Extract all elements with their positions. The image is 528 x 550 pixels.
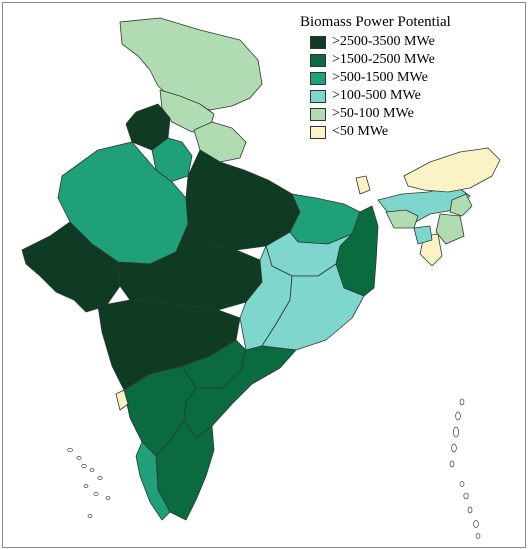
island-andaman-2 bbox=[455, 411, 461, 421]
island-lakshadweep-6 bbox=[83, 484, 89, 488]
legend-swatch bbox=[310, 35, 326, 49]
region-sikkim bbox=[355, 175, 371, 195]
region-manipur bbox=[435, 213, 465, 245]
legend-label: >500-1500 MWe bbox=[332, 70, 428, 85]
island-andaman-3 bbox=[453, 426, 459, 438]
legend-label: >100-500 MWe bbox=[332, 88, 421, 103]
legend-swatch bbox=[310, 89, 326, 103]
region-uttar-pradesh bbox=[185, 149, 301, 251]
island-lakshadweep-4 bbox=[89, 468, 95, 472]
legend-item: >2500-3500 MWe bbox=[310, 33, 486, 51]
region-arunachal-pradesh bbox=[403, 147, 501, 193]
island-lakshadweep-8 bbox=[105, 496, 111, 500]
island-lakshadweep-7 bbox=[93, 492, 99, 496]
legend-label: <50 MWe bbox=[332, 124, 389, 139]
region-kerala bbox=[135, 441, 171, 521]
map-legend: Biomass Power Potential >2500-3500 MWe >… bbox=[296, 14, 486, 141]
island-nicobar-4 bbox=[473, 520, 479, 528]
island-lakshadweep-9 bbox=[87, 514, 93, 518]
legend-swatch bbox=[310, 53, 326, 67]
legend-label: >2500-3500 MWe bbox=[332, 34, 435, 49]
legend-swatch bbox=[310, 125, 326, 139]
region-jammu-kashmir bbox=[119, 17, 263, 111]
legend-label: >50-100 MWe bbox=[332, 106, 414, 121]
legend-item: >1500-2500 MWe bbox=[310, 51, 486, 69]
island-andaman-1 bbox=[459, 398, 465, 406]
region-odisha bbox=[261, 263, 365, 351]
island-lakshadweep-3 bbox=[81, 464, 87, 468]
island-nicobar-3 bbox=[467, 506, 473, 514]
legend-swatch bbox=[310, 107, 326, 121]
island-lakshadweep-1 bbox=[67, 448, 73, 452]
region-meghalaya bbox=[385, 209, 419, 229]
region-nagaland bbox=[449, 193, 473, 217]
andaman-nicobar-islands bbox=[449, 398, 481, 539]
region-goa bbox=[115, 389, 129, 411]
island-lakshadweep-5 bbox=[97, 476, 103, 480]
lakshadweep-islands bbox=[67, 448, 111, 518]
island-andaman-4 bbox=[451, 443, 457, 453]
island-nicobar-1 bbox=[459, 481, 465, 487]
legend-item: >100-500 MWe bbox=[310, 87, 486, 105]
island-nicobar-5 bbox=[475, 533, 481, 539]
legend-label: >1500-2500 MWe bbox=[332, 52, 435, 67]
island-andaman-5 bbox=[449, 460, 455, 468]
legend-item: >500-1500 MWe bbox=[310, 69, 486, 87]
legend-item: >50-100 MWe bbox=[310, 105, 486, 123]
region-tripura bbox=[413, 225, 433, 245]
legend-swatch bbox=[310, 71, 326, 85]
island-lakshadweep-2 bbox=[76, 456, 82, 460]
legend-item: <50 MWe bbox=[310, 123, 486, 141]
legend-title: Biomass Power Potential bbox=[300, 14, 451, 30]
island-nicobar-2 bbox=[463, 492, 469, 500]
